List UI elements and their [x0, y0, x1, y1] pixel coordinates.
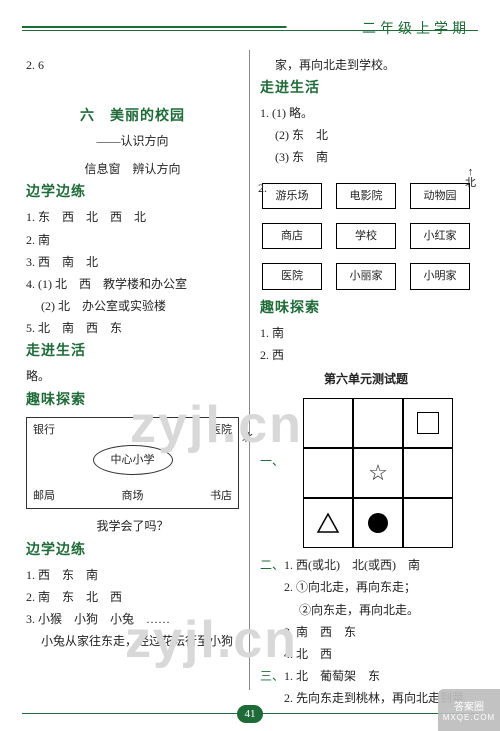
test-title: 第六单元测试题	[260, 368, 472, 390]
b3: 3. 小猴 小狗 小兔 ……	[26, 608, 239, 630]
box-hospital: 医院	[262, 263, 322, 289]
north-label-1: 北	[242, 428, 253, 448]
yi-label: 一、	[260, 450, 284, 472]
unit-title: 六 美丽的校园	[26, 104, 239, 130]
cell-triangle	[303, 498, 353, 548]
r0: 家，再向北走到学校。	[260, 54, 472, 76]
map-mall: 商场	[122, 486, 144, 506]
columns: 2. 6 六 美丽的校园 ——认识方向 信息窗 辨认方向 边学边练 1. 东 西…	[22, 50, 478, 690]
l2: 2. 南	[26, 229, 239, 251]
q1: 1. 南	[260, 322, 472, 344]
l1: 1. 东 西 北 西 北	[26, 206, 239, 228]
learned: 我学会了吗？	[26, 515, 239, 537]
map-bookstore: 书店	[210, 486, 232, 506]
grid-3x3: ☆	[303, 398, 453, 548]
box-shop: 商店	[262, 223, 322, 249]
school-map-frame: 银行 医院 中心小学 邮局 商场 书店	[26, 417, 239, 509]
corner-line1: 答案圈	[454, 698, 484, 713]
r1c: (3) 东 南	[260, 146, 472, 168]
quwei-2: 趣味探索	[260, 296, 472, 322]
r1a: 1. (1) 略。	[260, 102, 472, 124]
r1b: (2) 东 北	[260, 124, 472, 146]
l4b: (2) 北 办公室或实验楼	[26, 295, 239, 317]
bianxue-2: 边学边练	[26, 538, 239, 564]
page-number: 41	[237, 705, 263, 723]
box-zoo: 动物园	[410, 183, 470, 209]
cell-square	[403, 398, 453, 448]
er2b: ②向东走，再向北走。	[260, 599, 472, 621]
info-window: 信息窗 辨认方向	[26, 158, 239, 180]
life-2: 走进生活	[260, 76, 472, 102]
left-column: 2. 6 六 美丽的校园 ——认识方向 信息窗 辨认方向 边学边练 1. 东 西…	[22, 50, 250, 690]
box-cinema: 电影院	[336, 183, 396, 209]
cell-star: ☆	[353, 448, 403, 498]
corner-line2: MXQE.COM	[443, 713, 495, 722]
corner-badge: 答案圈 MXQE.COM	[438, 689, 500, 731]
er-label: 二、	[260, 558, 284, 572]
location-wrap: 2. ↑ 北 游乐场 电影院 动物园 商店 学校 小红家 医院 小丽家 小明家	[260, 183, 472, 290]
b3b: 小兔从家往东走，经过花坛行至小狗	[26, 630, 239, 652]
map-hospital: 医院	[210, 420, 232, 440]
box-xiaoming: 小明家	[410, 263, 470, 289]
map-post: 邮局	[33, 486, 55, 506]
cell-dot	[353, 498, 403, 548]
san-1: 1. 北 葡萄架 东	[284, 669, 380, 683]
map-bank: 银行	[33, 420, 55, 440]
north-indicator-2: ↑ 北	[465, 167, 476, 189]
bianxue-1: 边学边练	[26, 180, 239, 206]
grade-label: 二年级上学期	[362, 18, 470, 38]
north-label-2: 北	[465, 177, 476, 189]
life-略: 略。	[26, 365, 239, 387]
er2a: 2. ①向北走，再向东走；	[260, 576, 472, 598]
right-column: 家，再向北走到学校。 走进生活 1. (1) 略。 (2) 东 北 (3) 东 …	[250, 50, 478, 690]
life-1: 走进生活	[26, 339, 239, 365]
box-xiaoli: 小丽家	[336, 263, 396, 289]
quwei-1: 趣味探索	[26, 388, 239, 414]
er4: 4. 北 西	[260, 643, 472, 665]
b1: 1. 西 东 南	[26, 564, 239, 586]
er-1t: 1. 西(或北) 北(或西) 南	[284, 558, 420, 572]
er3: 3. 南 西 东	[260, 621, 472, 643]
r2: 2.	[258, 177, 267, 199]
box-xiaohong: 小红家	[410, 223, 470, 249]
l4a: 4. (1) 北 西 教学楼和办公室	[26, 273, 239, 295]
left-2-6: 2. 6	[26, 54, 239, 76]
box-playground: 游乐场	[262, 183, 322, 209]
l5: 5. 北 南 西 东	[26, 317, 239, 339]
unit-subtitle: ——认识方向	[26, 130, 239, 152]
page: 二年级上学期 zyjl.cn zyjl.cn 2. 6 六 美丽的校园 ——认识…	[0, 0, 500, 731]
b2: 2. 南 东 北 西	[26, 586, 239, 608]
q2: 2. 西	[260, 344, 472, 366]
north-indicator-1: ↑ 北	[242, 417, 253, 448]
map-center: 中心小学	[93, 445, 173, 475]
page-number-wrap: 41	[0, 705, 500, 723]
l3: 3. 西 南 北	[26, 251, 239, 273]
san-label: 三、	[260, 669, 284, 683]
box-school: 学校	[336, 223, 396, 249]
